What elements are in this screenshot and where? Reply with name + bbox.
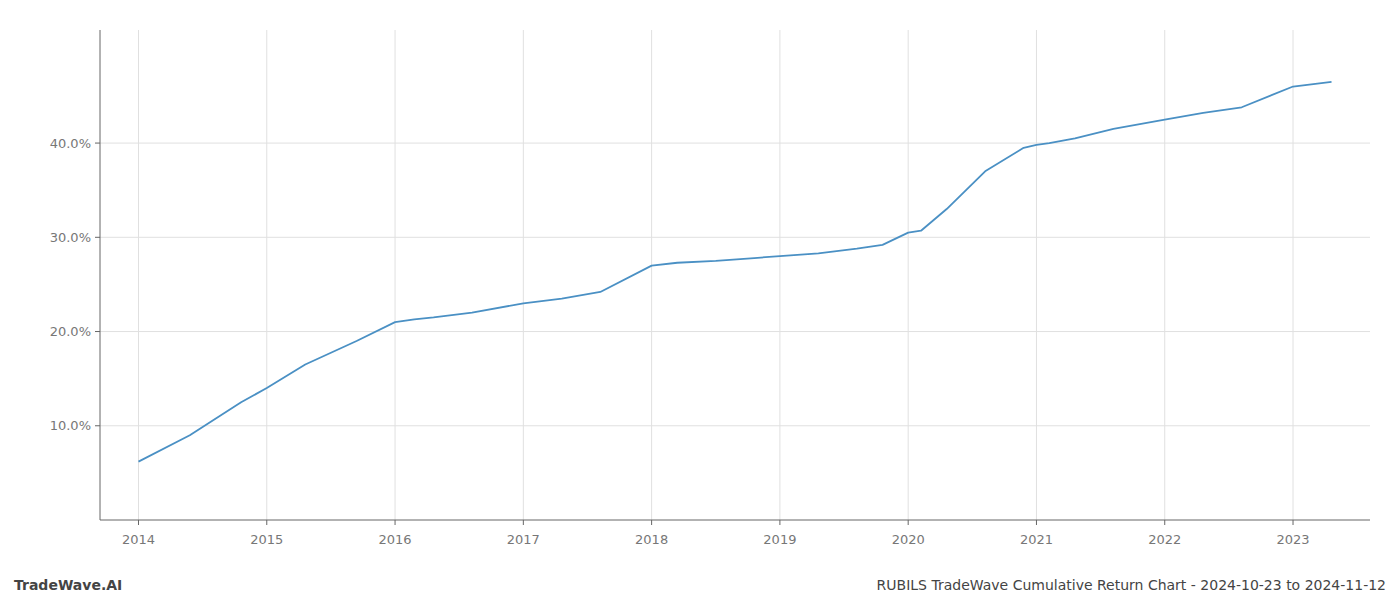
- x-tick: [908, 520, 909, 525]
- x-tick: [651, 520, 652, 525]
- x-grid-line: [908, 30, 909, 520]
- y-tick-label: 40.0%: [50, 136, 91, 151]
- x-grid-line: [1293, 30, 1294, 520]
- x-axis-line: [100, 520, 1370, 521]
- y-grid-line: [100, 331, 1370, 332]
- x-tick: [523, 520, 524, 525]
- x-tick: [1036, 520, 1037, 525]
- x-tick-label: 2020: [892, 532, 925, 547]
- axes: 2014 2015 2016 2017 2018 2019 2020 2021 2022 2023…: [50, 30, 1370, 547]
- y-grid-line: [100, 143, 1370, 144]
- y-grid-line: [100, 425, 1370, 426]
- x-grid-line: [395, 30, 396, 520]
- x-tick-label: 2015: [250, 532, 283, 547]
- x-tick: [266, 520, 267, 525]
- x-tick-label: 2022: [1148, 532, 1181, 547]
- y-tick: [95, 331, 100, 332]
- x-grid-line: [523, 30, 524, 520]
- x-tick-label: 2018: [635, 532, 668, 547]
- y-axis-line: [100, 30, 101, 520]
- x-tick: [779, 520, 780, 525]
- x-tick: [395, 520, 396, 525]
- x-grid-line: [779, 30, 780, 520]
- x-tick-label: 2014: [122, 532, 155, 547]
- x-tick-label: 2019: [763, 532, 796, 547]
- x-tick-label: 2017: [507, 532, 540, 547]
- y-tick-label: 10.0%: [50, 418, 91, 433]
- y-tick: [95, 237, 100, 238]
- grid: [100, 30, 1370, 520]
- x-grid-line: [138, 30, 139, 520]
- x-grid-line: [651, 30, 652, 520]
- x-tick: [1164, 520, 1165, 525]
- y-tick: [95, 143, 100, 144]
- y-grid-line: [100, 237, 1370, 238]
- y-tick: [95, 425, 100, 426]
- x-tick: [1293, 520, 1294, 525]
- x-tick-label: 2021: [1020, 532, 1053, 547]
- y-tick-label: 30.0%: [50, 230, 91, 245]
- x-tick-label: 2016: [379, 532, 412, 547]
- x-tick-label: 2023: [1276, 532, 1309, 547]
- x-tick: [138, 520, 139, 525]
- x-grid-line: [1164, 30, 1165, 520]
- y-tick-label: 20.0%: [50, 324, 91, 339]
- footer-right: RUBILS TradeWave Cumulative Return Chart…: [877, 577, 1386, 593]
- x-grid-line: [266, 30, 267, 520]
- chart: 2014 2015 2016 2017 2018 2019 2020 2021 2022 2023…: [0, 0, 1400, 600]
- footer-left: TradeWave.AI: [14, 577, 122, 593]
- plot-area: [138, 82, 1331, 462]
- x-grid-line: [1036, 30, 1037, 520]
- data-line: [138, 82, 1331, 462]
